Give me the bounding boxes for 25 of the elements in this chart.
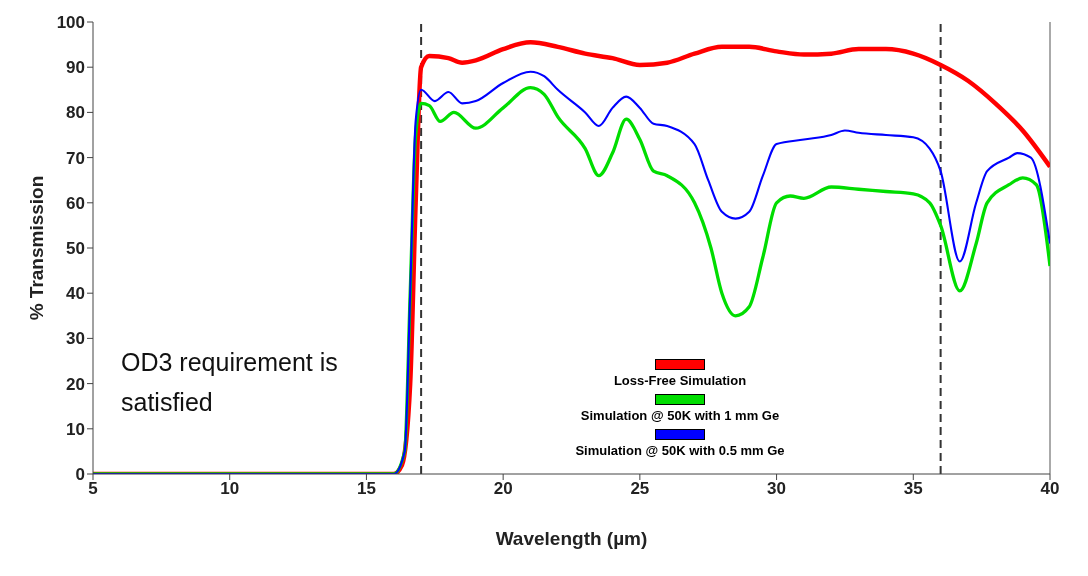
- x-tick-label: 15: [356, 479, 376, 499]
- x-tick-label: 35: [903, 479, 923, 499]
- x-tick-label: 30: [767, 479, 787, 499]
- x-tick-label: 40: [1040, 479, 1060, 499]
- x-tick-label: 25: [630, 479, 650, 499]
- x-axis-title: Wavelength (µm): [495, 528, 648, 550]
- legend-label: Loss-Free Simulation: [613, 373, 747, 388]
- legend-label: Simulation @ 50K with 1 mm Ge: [580, 408, 780, 423]
- y-tick-label: 20: [66, 374, 85, 394]
- y-tick-label: 30: [66, 329, 85, 349]
- y-tick-label: 40: [66, 284, 85, 304]
- y-tick-label: 80: [66, 103, 85, 123]
- y-axis-title: % Transmission: [25, 175, 47, 321]
- y-tick-label: 90: [66, 58, 85, 78]
- y-tick-label: 70: [66, 148, 85, 168]
- annotation: OD3 requirement is satisfied: [121, 347, 339, 418]
- x-tick-label: 20: [493, 479, 513, 499]
- y-tick-label: 100: [56, 13, 85, 33]
- y-tick-label: 10: [66, 419, 85, 439]
- y-tick-label: 0: [75, 465, 85, 485]
- x-tick-label: 10: [220, 479, 240, 499]
- x-tick-label: 5: [88, 479, 98, 499]
- y-tick-label: 50: [66, 239, 85, 259]
- y-tick-label: 60: [66, 193, 85, 213]
- legend-label: Simulation @ 50K with 0.5 mm Ge: [575, 443, 785, 458]
